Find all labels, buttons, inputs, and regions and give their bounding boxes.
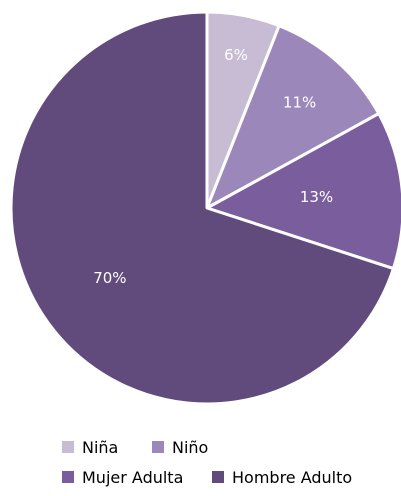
- pie-slice-mujer-adulta: [205, 112, 401, 271]
- data-label-nina: 6%: [224, 46, 248, 64]
- data-label-nino: 11%: [283, 94, 316, 112]
- chart-legend: Niña Niño Mujer Adulta Hombre Adulto: [0, 436, 401, 496]
- pie-data-labels: 6% 11% 13% 70%: [93, 46, 333, 287]
- legend-swatch-hombre-adulto: [212, 471, 224, 483]
- data-label-hombre-adulto: 70%: [93, 269, 126, 287]
- legend-swatch-mujer-adulta: [62, 471, 74, 483]
- pie-slices: [9, 10, 401, 406]
- legend-label-nina: Niña: [82, 437, 119, 457]
- legend-item-nino: Niño: [152, 436, 208, 458]
- pie-chart: 6% 11% 13% 70%: [9, 10, 401, 406]
- data-label-mujer-adulta: 13%: [300, 188, 333, 206]
- legend-row-2: Mujer Adulta Hombre Adulto: [0, 466, 401, 496]
- legend-swatch-nino: [152, 441, 164, 453]
- legend-swatch-nina: [62, 441, 74, 453]
- legend-item-mujer-adulta: Mujer Adulta: [62, 466, 183, 488]
- legend-item-hombre-adulto: Hombre Adulto: [212, 466, 352, 488]
- legend-label-mujer-adulta: Mujer Adulta: [82, 467, 184, 487]
- legend-row-1: Niña Niño: [0, 436, 401, 466]
- pie-slice-hombre-adulto: [9, 10, 395, 406]
- legend-label-hombre-adulto: Hombre Adulto: [232, 467, 353, 487]
- legend-item-nina: Niña: [62, 436, 118, 458]
- pie-slice-nino: [205, 24, 381, 210]
- legend-label-nino: Niño: [172, 437, 209, 457]
